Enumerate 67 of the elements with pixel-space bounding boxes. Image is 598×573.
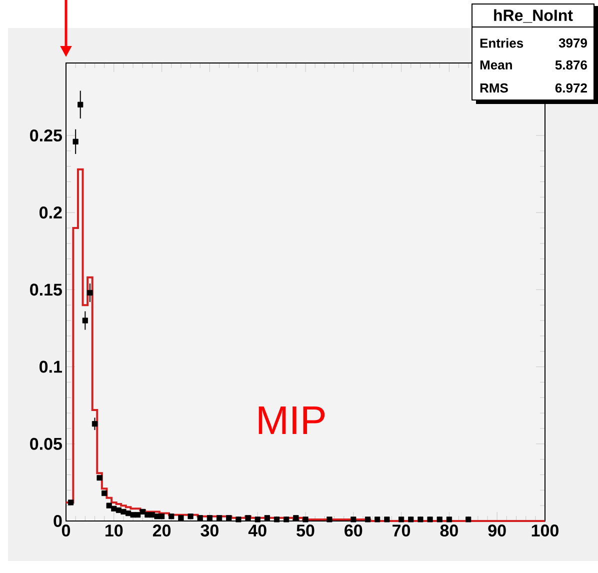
point <box>408 516 414 522</box>
y-tick-label: 0 <box>54 514 62 528</box>
point <box>159 514 165 520</box>
x-tick-label: 30 <box>200 524 218 537</box>
point <box>226 515 232 521</box>
point <box>245 515 251 521</box>
point <box>446 516 452 522</box>
point <box>120 508 126 515</box>
annotation: Mean <box>480 60 512 70</box>
point <box>326 516 332 522</box>
x-tick-label: 10 <box>106 524 123 537</box>
point <box>293 515 299 521</box>
point <box>466 516 472 522</box>
point <box>111 506 117 512</box>
text: 6.972 <box>555 83 587 93</box>
point <box>72 138 78 144</box>
annotation: RMS <box>480 83 508 93</box>
annotation: MIP <box>258 406 325 434</box>
point <box>274 516 280 522</box>
point <box>178 515 184 521</box>
point <box>140 508 146 515</box>
point <box>135 512 141 518</box>
point <box>106 502 112 508</box>
x-tick-label: 0 <box>62 524 70 537</box>
text: 5.876 <box>555 60 587 70</box>
y-tick-label: 0.15 <box>30 284 62 296</box>
point <box>254 516 260 522</box>
point <box>236 516 242 522</box>
point <box>68 500 74 506</box>
point <box>436 516 442 522</box>
point <box>302 516 308 522</box>
x-tick-label: 80 <box>440 524 458 537</box>
point <box>82 318 88 324</box>
point <box>284 516 290 522</box>
point <box>264 515 270 521</box>
point <box>87 290 93 296</box>
point <box>206 515 212 521</box>
x-tick-label: 90 <box>488 524 506 537</box>
x-tick-label: 40 <box>248 524 266 537</box>
point <box>102 490 108 496</box>
text: Entries <box>480 38 524 48</box>
y-tick-label: 0.25 <box>30 129 62 142</box>
y-tick-label: 0.05 <box>30 438 62 450</box>
point <box>78 102 84 108</box>
point <box>96 475 102 481</box>
point <box>350 516 356 522</box>
point <box>364 516 371 522</box>
point <box>418 516 424 522</box>
point <box>197 515 203 521</box>
point <box>92 421 98 427</box>
point <box>168 514 174 520</box>
point <box>374 516 380 522</box>
point <box>188 514 194 520</box>
x-tick-label: 70 <box>392 524 410 537</box>
point <box>384 516 390 522</box>
x-tick-label: 50 <box>296 524 314 537</box>
point <box>398 516 404 522</box>
x-tick-label: 20 <box>152 524 171 537</box>
y-tick-label: 0.2 <box>40 206 62 219</box>
text: 3979 <box>558 38 587 48</box>
y-tick-label: 0.1 <box>40 360 62 373</box>
point <box>216 515 222 521</box>
x-tick-label: 100 <box>532 524 558 537</box>
text: hRe_NoInt <box>494 9 573 23</box>
point <box>154 514 160 520</box>
x-tick-label: 60 <box>344 524 362 537</box>
point <box>427 516 433 522</box>
